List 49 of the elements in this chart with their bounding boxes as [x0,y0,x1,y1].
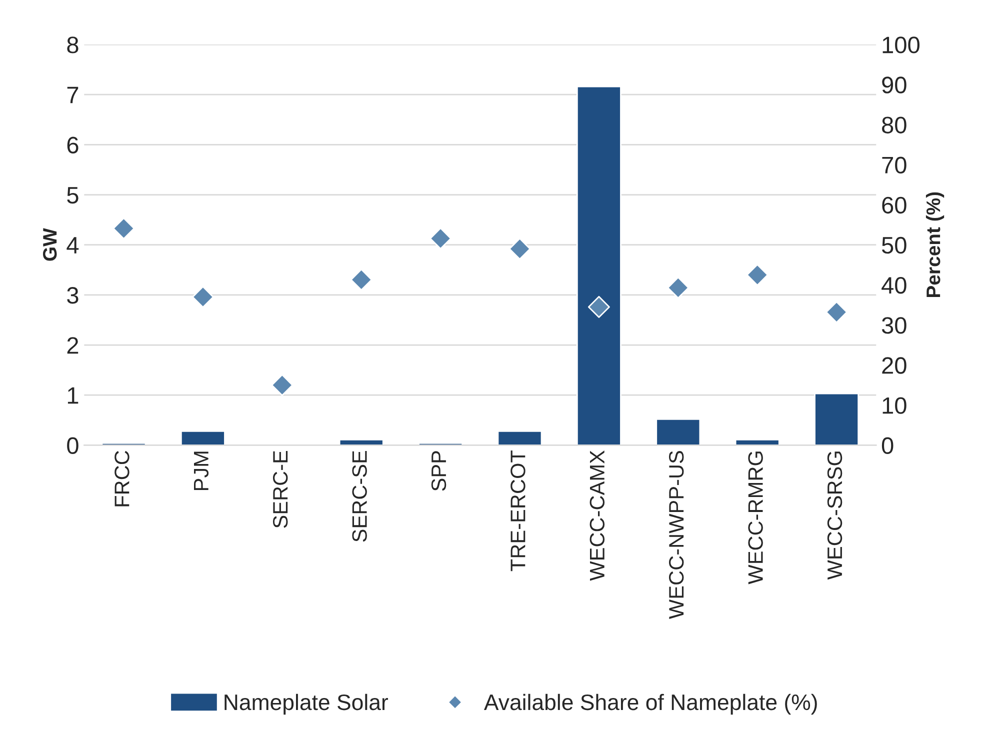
bar [497,430,542,446]
x-tick-label: WECC-SRSG [827,452,842,580]
x-tick-label: WECC-NWPP-US [668,451,684,619]
y2-tick-label: 20 [882,357,906,374]
y2-tick-label: 0 [882,437,894,454]
y-tick-label: 7 [67,86,78,104]
y2-tick-label: 50 [882,236,906,254]
y2-tick-label: 60 [882,196,906,214]
point [826,301,848,324]
y-tick-label: 8 [67,36,78,54]
x-tick-label: SPP [431,451,446,491]
point [430,227,452,250]
x-tick-label: TRE-ERCOT [510,450,526,572]
bar [576,86,622,446]
x-tick-label: SERC-E [272,450,288,528]
x-tick-label: WECC-CAMX [590,450,605,581]
legend-label: Nameplate Solar [224,694,388,715]
y-tick-label: 6 [67,136,78,154]
y2-tick-label: 30 [882,317,906,334]
y2-tick-label: 10 [882,397,906,414]
legend-label: Available Share of Nameplate (%) [484,694,817,715]
y2-tick-label: 70 [882,156,906,174]
y-axis-title: GW [42,228,57,261]
x-tick-label: SERC-SE [352,450,367,542]
point [508,238,531,260]
y-tick-label: 3 [67,287,78,304]
point [588,296,610,318]
y2-tick-label: 100 [882,36,920,54]
y-tick-label: 5 [67,187,78,204]
y2-tick-label: 80 [882,116,906,134]
point [667,276,690,299]
point [350,268,372,291]
y2-tick-label: 90 [882,76,906,94]
y-tick-label: 1 [68,387,78,404]
x-tick-label: FRCC [114,450,130,506]
y2-tick-label: 40 [882,276,906,294]
point [112,217,135,240]
y2-axis-title: Percent (%) [926,192,944,298]
bar [814,392,860,446]
bar [656,418,701,446]
bar [180,430,226,446]
x-tick-label: PJM [194,452,209,490]
y-tick-label: 2 [67,337,78,354]
point [192,286,214,308]
y-tick-label: 4 [66,237,79,254]
point [271,374,294,396]
y-tick-label: 0 [67,437,78,454]
x-tick-label: WECC-RMRG [748,452,763,584]
point [746,264,768,286]
